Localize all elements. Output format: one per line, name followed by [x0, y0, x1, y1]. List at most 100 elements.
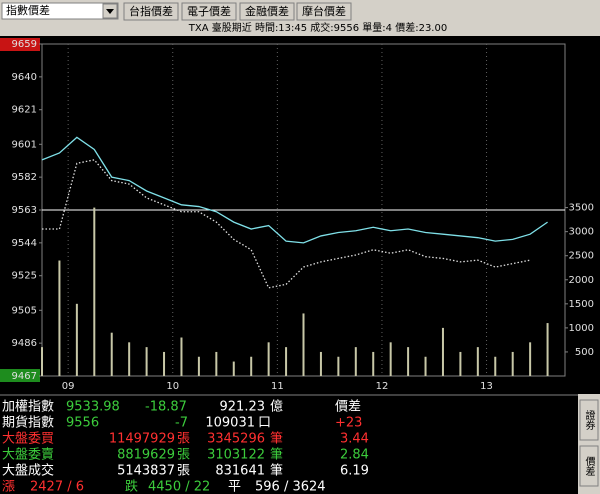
volume-bar	[407, 347, 410, 376]
y2-tick-label: 1000	[569, 323, 594, 334]
info-line: TXA 臺股期近 時間:13:45 成交:9556 單量:4 價差:23.00	[188, 21, 447, 34]
quote-cell: 筆	[270, 432, 283, 447]
y-tick-label: 9525	[12, 271, 37, 282]
x-tick-label: 12	[376, 381, 389, 392]
volume-bar	[75, 303, 78, 376]
quote-cell: 2427 / 6	[30, 480, 84, 494]
y-tick-label: 9601	[12, 139, 37, 150]
dropdown[interactable]	[1, 2, 119, 20]
y2-tick-label: 500	[575, 347, 594, 358]
y-tick-label: 9640	[12, 72, 37, 83]
y-tick-label: 9582	[12, 172, 37, 183]
volume-bar	[476, 347, 479, 376]
x-tick-label: 11	[271, 381, 284, 392]
quote-cell: 大盤委買	[2, 432, 54, 447]
quote-cell: 3345296	[207, 432, 265, 447]
volume-bar	[93, 207, 96, 376]
y2-tick-label: 2500	[569, 251, 594, 262]
x-tick-label: 13	[480, 381, 493, 392]
volume-bar	[302, 313, 305, 376]
quote-cell: 9533.98	[66, 400, 120, 415]
quote-cell: 價差	[335, 400, 361, 415]
quote-cell: -7	[175, 416, 188, 431]
volume-bar	[267, 342, 270, 376]
y-tick-label: 9659	[12, 39, 37, 50]
volume-bar	[232, 361, 235, 376]
y2-tick-label: 3500	[569, 203, 594, 214]
quote-cell: 2.84	[340, 448, 369, 463]
quote-cell: 跌	[125, 479, 138, 494]
volume-bar	[163, 351, 166, 376]
quote-cell: 11497929	[109, 432, 175, 447]
side-tab[interactable]	[579, 399, 599, 441]
toolbar-button[interactable]	[296, 2, 352, 21]
quote-cell: 張	[177, 448, 190, 463]
volume-bar	[424, 356, 427, 376]
volume-bar	[41, 347, 43, 376]
volume-bar	[459, 351, 462, 376]
quote-cell: 口	[258, 416, 271, 431]
quote-cell: 大盤委賣	[2, 448, 54, 463]
dropdown-text: 指數價差	[6, 3, 50, 17]
quote-cell: 8819629	[117, 448, 175, 463]
quote-cell: +23	[335, 416, 362, 431]
quote-cell: 831641	[215, 464, 265, 479]
toolbar-button[interactable]	[181, 2, 237, 21]
volume-bar	[110, 332, 113, 376]
quote-cell: 期貨指數	[2, 415, 54, 431]
volume-bar	[58, 260, 61, 376]
y-tick-label: 9486	[12, 338, 37, 349]
y-tick-label: 9505	[12, 305, 37, 316]
quote-cell: 109031	[205, 416, 255, 431]
y-tick-label: 9544	[12, 238, 37, 249]
price-line	[41, 136, 548, 244]
quote-cell: 筆	[270, 464, 283, 479]
y2-tick-label: 3000	[569, 227, 594, 238]
quote-cell: 億	[270, 399, 283, 415]
volume-bar	[285, 347, 288, 376]
volume-bar	[250, 356, 253, 376]
side-tab-label: 證券	[583, 409, 595, 431]
chart-bg	[0, 36, 600, 394]
quote-cell: -18.87	[145, 400, 187, 415]
volume-bar	[529, 342, 532, 376]
y-tick-highlight	[0, 369, 40, 382]
volume-bar	[180, 337, 183, 376]
x-tick-label: 09	[62, 381, 75, 392]
quote-cell: 大盤成交	[2, 463, 54, 479]
volume-bar	[389, 342, 392, 376]
quote-cell: 596 / 3624	[255, 480, 326, 494]
dropdown-arrow	[106, 9, 114, 14]
quote-cell: 5143837	[117, 464, 175, 479]
y2-tick-label: 1500	[569, 299, 594, 310]
toolbar-button[interactable]	[123, 2, 179, 21]
toolbar-button[interactable]	[239, 2, 295, 21]
volume-bar	[197, 356, 200, 376]
quote-cell: 9556	[66, 416, 99, 431]
y-tick-label: 9621	[12, 105, 37, 116]
quote-cell: 921.23	[220, 400, 266, 415]
y-tick-label: 9467	[12, 371, 37, 382]
volume-bar	[145, 347, 148, 376]
quote-cell: 3.44	[340, 432, 369, 447]
quote-cell: 張	[177, 432, 190, 447]
quote-cell: 筆	[270, 448, 283, 463]
panel-bg	[0, 394, 578, 494]
quote-cell: 張	[177, 464, 190, 479]
volume-bar	[319, 351, 322, 376]
price-line	[42, 159, 531, 289]
quote-cell: 6.19	[340, 464, 369, 479]
x-tick-label: 10	[166, 381, 179, 392]
quote-cell: 漲	[2, 480, 15, 494]
side-tab-label: 價差	[583, 455, 595, 476]
volume-bar	[372, 351, 375, 376]
quote-cell: 3103122	[207, 448, 265, 463]
side-tab[interactable]	[579, 445, 599, 487]
quote-cell: 平	[228, 480, 241, 494]
y-tick-label: 9563	[12, 205, 37, 216]
quote-cell: 加權指數	[2, 400, 54, 415]
volume-bar	[511, 351, 514, 376]
volume-bar	[494, 356, 497, 376]
y2-tick-label: 2000	[569, 275, 594, 286]
